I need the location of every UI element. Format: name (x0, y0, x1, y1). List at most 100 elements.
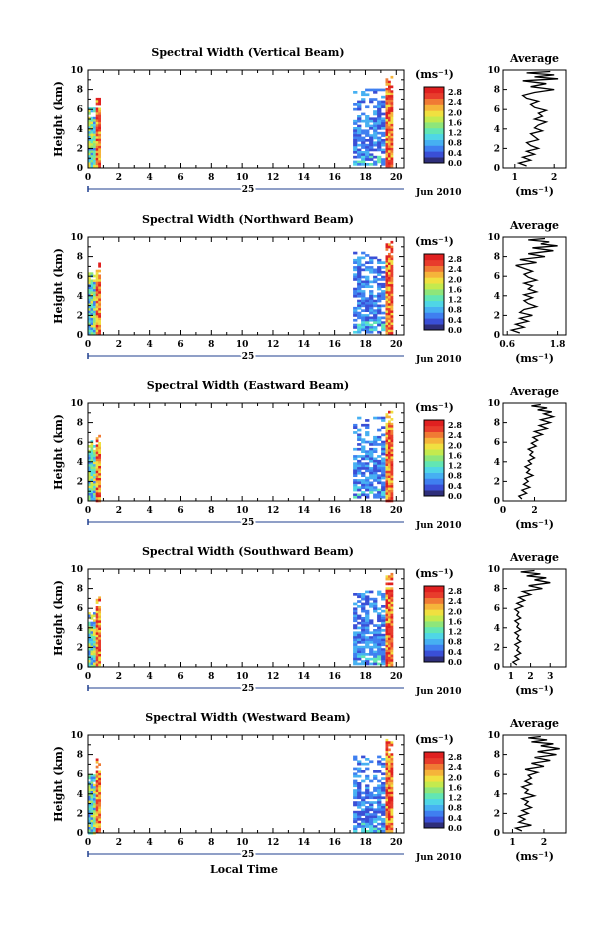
average-frame (502, 236, 567, 336)
heatmap-cell (385, 635, 389, 638)
heatmap-cell (385, 264, 389, 268)
heatmap-cell (385, 594, 389, 598)
heatmap-cell (95, 100, 99, 103)
colorbar-tick-label: 1.2 (448, 793, 462, 803)
heatmap-cell (388, 825, 391, 828)
heatmap-cell (88, 459, 91, 463)
heatmap-cells (88, 410, 394, 503)
x-tick-label: 14 (298, 672, 311, 682)
heatmap-cell (365, 481, 370, 485)
heatmap-cell (377, 631, 382, 635)
heatmap-cell (361, 457, 366, 461)
heatmap-cell (90, 793, 94, 797)
heatmap-cell (388, 121, 391, 125)
heatmap-cell (377, 495, 382, 499)
heatmap-cell (361, 479, 366, 482)
heatmap-cell (93, 793, 96, 797)
heatmap-cell (357, 794, 362, 797)
heatmap-cell (385, 446, 389, 450)
heatmap-cell (369, 304, 374, 308)
heatmap-cell (353, 784, 358, 788)
heatmap-cell (353, 292, 358, 296)
heatmap-cell (353, 91, 358, 94)
heatmap-cell (90, 786, 94, 789)
colorbar-frame (423, 253, 445, 331)
x-tick-label: 8 (208, 173, 214, 183)
average-x-tick-label: 1 (509, 838, 515, 848)
heatmap-cell (385, 794, 389, 797)
heatmap-cell (388, 827, 391, 831)
heatmap-cell (95, 615, 99, 619)
heatmap-cell (381, 292, 386, 296)
heatmap-cell (390, 485, 394, 488)
heatmap-cell (369, 280, 374, 284)
heatmap-cell (369, 801, 374, 804)
heatmap-cell (353, 163, 358, 166)
heatmap-cell (388, 661, 391, 665)
panel-title: Spectral Width (Northward Beam) (142, 213, 354, 226)
heatmap-cell (388, 755, 391, 759)
heatmap-cell (388, 784, 391, 788)
heatmap-cell (93, 798, 96, 801)
heatmap-cell (357, 810, 362, 814)
heatmap-cell (90, 485, 94, 489)
heatmap-cell (390, 741, 394, 744)
heatmap-cell (385, 245, 389, 249)
heatmap-cell (390, 279, 394, 282)
heatmap-cell (388, 482, 391, 486)
heatmap-cell (377, 443, 382, 446)
heatmap-cell (353, 643, 358, 647)
heatmap-cell (373, 789, 378, 792)
heatmap-cell (93, 652, 96, 656)
heatmap-cell (388, 439, 391, 443)
heatmap-cell (90, 162, 94, 166)
heatmap-cell (388, 308, 391, 311)
heatmap-cell (95, 133, 99, 137)
heatmap-cell (98, 112, 101, 115)
heatmap-cell (373, 830, 378, 833)
colorbar-swatch (424, 804, 444, 811)
heatmap-cell (377, 455, 382, 458)
heatmap-cell (98, 825, 101, 829)
heatmap-cell (381, 633, 386, 637)
heatmap-cell (381, 278, 386, 281)
heatmap-cell (95, 608, 99, 612)
heatmap-cell (98, 138, 101, 142)
heatmap-cell (95, 129, 99, 132)
heatmap-cell (353, 306, 358, 310)
heatmap-cell (388, 102, 391, 105)
heatmap-cell (93, 497, 96, 501)
heatmap-cell (90, 827, 94, 830)
y-tick-label: 8 (77, 253, 83, 263)
average-title: Average (509, 385, 559, 398)
heatmap-cell (88, 621, 91, 625)
heatmap-cell (98, 828, 101, 831)
y-tick-label: 6 (77, 438, 83, 448)
heatmap-cell (88, 286, 91, 290)
heatmap-cell (98, 804, 101, 807)
heatmap-cell (88, 800, 91, 804)
heatmap-cell (93, 317, 96, 321)
heatmap-cell (369, 141, 374, 145)
heatmap-cell (365, 758, 370, 761)
heatmap-cell (388, 616, 391, 619)
heatmap-cell (373, 662, 378, 666)
heatmap-cell (373, 825, 378, 828)
heatmap-cell (88, 329, 91, 333)
heatmap-cell (98, 281, 101, 285)
heatmap-cell (390, 770, 394, 773)
heatmap-cell (90, 807, 94, 811)
y-tick-label: 2 (77, 311, 83, 321)
x-tick-label: 8 (208, 506, 214, 516)
heatmap-cell (98, 131, 101, 135)
heatmap-cell (385, 786, 389, 790)
y-tick-label: 0 (77, 497, 83, 507)
heatmap-cell (365, 117, 370, 121)
heatmap-cell (388, 794, 391, 797)
heatmap-cell (353, 493, 358, 497)
heatmap-cell (353, 641, 358, 644)
heatmap-cell (88, 614, 91, 618)
heatmap-cell (365, 105, 370, 109)
colorbar-tick-label: 0.4 (448, 647, 462, 657)
heatmap-cell (353, 423, 358, 427)
